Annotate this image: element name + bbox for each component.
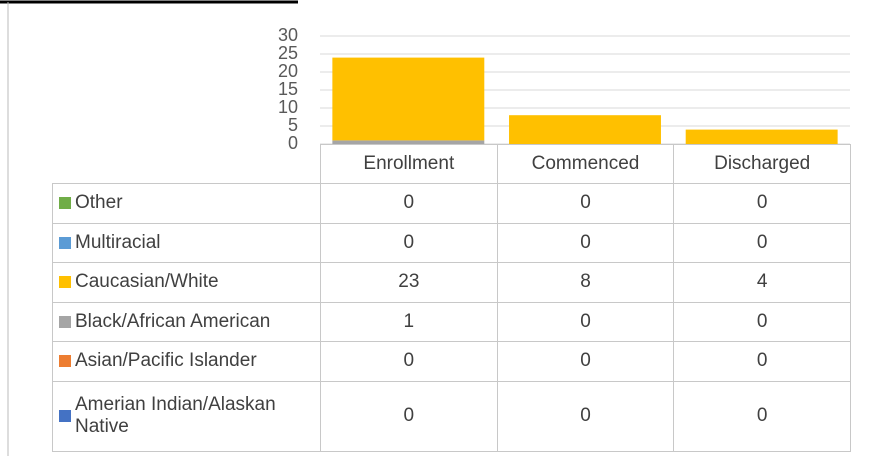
bar-segment [509, 115, 661, 144]
y-tick-label: 15 [278, 79, 298, 99]
legend-swatch [59, 276, 71, 289]
legend-label: Black/African American [75, 310, 271, 332]
category-header: Discharged [673, 144, 851, 184]
legend-row-label: Black/African American [52, 301, 321, 342]
table-value: 0 [320, 380, 498, 452]
category-header: Enrollment [320, 144, 498, 184]
table-value: 0 [496, 222, 675, 263]
legend-swatch [59, 236, 71, 249]
table-value: 0 [673, 183, 851, 224]
bar-segment [332, 57, 485, 141]
table-value: 0 [673, 222, 851, 263]
category-header: Commenced [496, 144, 675, 184]
legend-row-label: Caucasian/White [52, 262, 321, 303]
table-value: 0 [673, 341, 851, 382]
legend-label: Asian/Pacific Islander [75, 350, 257, 372]
legend-label: Amerian Indian/Alaskan Native [75, 394, 276, 437]
table-value: 4 [673, 262, 851, 303]
y-tick-label: 30 [278, 25, 298, 45]
y-tick-label: 0 [288, 133, 298, 153]
table-value: 1 [320, 301, 498, 342]
legend-swatch [59, 355, 71, 368]
legend-label: Other [75, 192, 123, 214]
y-tick-label: 10 [278, 97, 298, 117]
table-value: 0 [320, 341, 498, 382]
table-value: 0 [320, 222, 498, 263]
y-tick-label: 5 [288, 115, 298, 135]
table-value: 0 [496, 341, 675, 382]
y-tick-label: 25 [278, 43, 298, 63]
y-tick-label: 20 [278, 61, 298, 81]
legend-label: Multiracial [75, 231, 161, 253]
legend-label: Caucasian/White [75, 271, 219, 293]
table-value: 0 [496, 380, 675, 452]
table-value: 0 [673, 301, 851, 342]
table-value: 0 [496, 183, 675, 224]
table-value: 0 [496, 301, 675, 342]
legend-row-label: Asian/Pacific Islander [52, 341, 321, 382]
legend-row-label: Multiracial [52, 222, 321, 263]
legend-swatch [59, 315, 71, 328]
legend-swatch [59, 197, 71, 210]
table-value: 23 [320, 262, 498, 303]
table-value: 8 [496, 262, 675, 303]
bar-segment [332, 140, 485, 144]
bar-segment [685, 129, 838, 144]
table-value: 0 [673, 380, 851, 452]
legend-row-label: Amerian Indian/Alaskan Native [52, 380, 321, 452]
legend-swatch [59, 410, 71, 422]
table-value: 0 [320, 183, 498, 224]
legend-row-label: Other [52, 183, 321, 224]
